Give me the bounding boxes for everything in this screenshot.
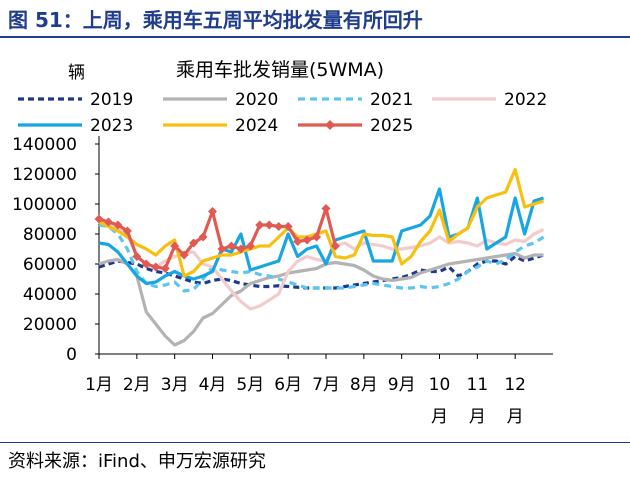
- x-tick-label: 2月: [123, 375, 151, 395]
- series-point-2025: [160, 264, 170, 273]
- series-point-2025: [132, 252, 142, 261]
- x-tick-label: 10 月: [429, 375, 451, 427]
- x-tick-label: 6月: [274, 375, 302, 395]
- series-point-2025: [179, 250, 189, 260]
- source-note: 资料来源：iFind、申万宏源研究: [8, 451, 266, 472]
- series-point-2025: [274, 222, 284, 231]
- series-point-2025: [330, 241, 340, 251]
- series-line-2024: [98, 167, 545, 278]
- y-tick-label: 120000: [12, 165, 77, 185]
- series-point-2025: [170, 241, 180, 251]
- series-point-2025: [236, 244, 246, 254]
- series-line-2022: [98, 220, 545, 311]
- y-axis: 0 20000 40000 60000 80000 100000 120000 140000: [12, 135, 100, 365]
- y-tick-label: 0: [66, 345, 77, 365]
- series-point-2025: [302, 235, 312, 245]
- legend-label-2023: 2023: [90, 116, 133, 136]
- series-line-2020: [98, 251, 544, 347]
- line-chart: 乘用车批发销量(5WMA) 辆 2019 2020 2021 2022 2023 2024…: [12, 59, 553, 427]
- series-point-2025: [321, 204, 331, 213]
- series-point-2025: [151, 262, 161, 272]
- x-tick-label: 7月: [312, 375, 340, 395]
- y-tick-label: 20000: [23, 315, 77, 335]
- x-tick-label: 3月: [161, 375, 189, 395]
- series-point-2025: [226, 241, 236, 251]
- series-point-2025: [103, 217, 113, 227]
- series-point-2025: [94, 214, 104, 224]
- x-tick-label: 11 月: [467, 375, 489, 427]
- y-unit-label: 辆: [68, 63, 85, 83]
- series-point-2025: [141, 259, 151, 269]
- series-point-2025: [245, 241, 255, 251]
- series-point-2025: [198, 232, 208, 242]
- series-point-2025: [283, 222, 293, 231]
- x-axis: 1月 2月 3月 4月 5月 6月 7月 8月 9月 10 月 11 月 12 月: [85, 353, 553, 427]
- legend-label-2020: 2020: [235, 90, 278, 110]
- figure-title: 图 51：上周，乘用车五周平均批发量有所回升: [8, 8, 423, 32]
- chart-title: 乘用车批发销量(5WMA): [176, 59, 384, 81]
- series-point-2025: [122, 226, 132, 236]
- series-point-2025: [217, 244, 227, 254]
- title-rule: [0, 36, 630, 38]
- series-point-2025: [293, 237, 303, 246]
- legend-label-2019: 2019: [90, 90, 133, 110]
- x-tick-label: 4月: [199, 375, 227, 395]
- x-tick-label: 1月: [85, 375, 113, 395]
- source-rule: [0, 442, 630, 443]
- series-line-2021: [98, 223, 545, 293]
- series-point-2025: [189, 238, 199, 248]
- x-tick-label: 9月: [388, 375, 416, 395]
- series-point-2025: [208, 207, 217, 216]
- series-point-2025: [113, 220, 123, 230]
- x-tick-label: 12 月: [504, 375, 526, 427]
- series-point-2025: [312, 232, 322, 242]
- legend-label-2025: 2025: [370, 116, 413, 136]
- legend-label-2022: 2022: [504, 90, 547, 110]
- legend-label-2024: 2024: [235, 116, 278, 136]
- y-tick-label: 100000: [12, 195, 77, 215]
- series-point-2025: [264, 220, 274, 230]
- y-tick-label: 40000: [23, 285, 77, 305]
- legend: 2019 2020 2021 2022 2023 2024 2025: [18, 90, 547, 136]
- y-tick-label: 80000: [23, 225, 77, 245]
- legend-marker-2025: [325, 120, 335, 130]
- y-tick-label: 60000: [23, 255, 77, 275]
- y-tick-label: 140000: [12, 135, 77, 155]
- x-tick-label: 8月: [350, 375, 378, 395]
- legend-label-2021: 2021: [370, 90, 413, 110]
- x-tick-label: 5月: [236, 375, 264, 395]
- series-point-2025: [255, 220, 265, 230]
- plot-area: [94, 167, 545, 347]
